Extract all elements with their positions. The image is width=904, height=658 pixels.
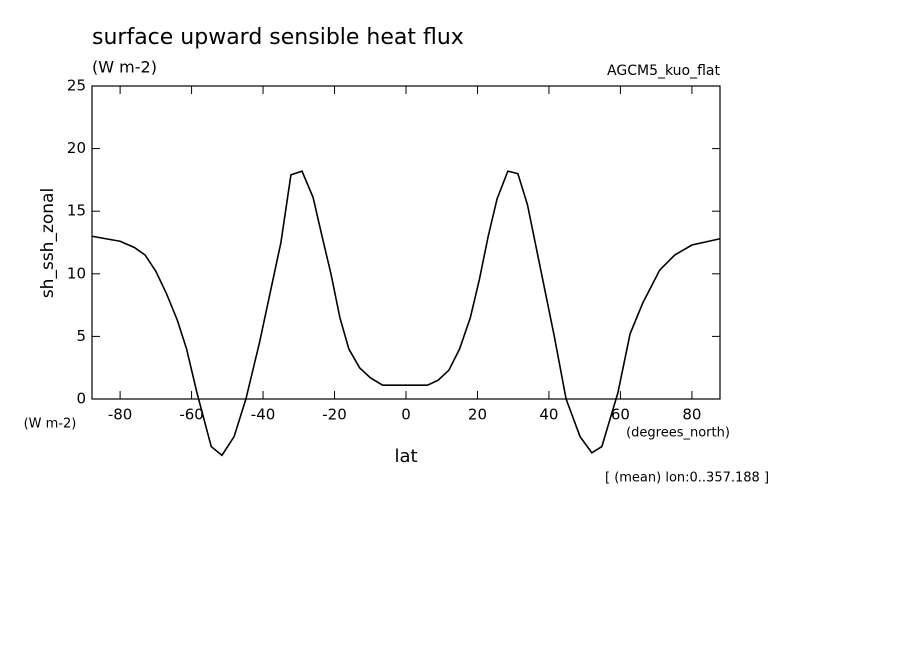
x-tick-label: -40 (251, 406, 276, 424)
x-axis-label: lat (394, 446, 417, 467)
y-tick-label: 5 (76, 327, 86, 345)
x-tick-label: 60 (611, 406, 630, 424)
x-tick-label: 20 (468, 406, 487, 424)
chart-subtitle: (W m-2) (92, 58, 157, 77)
y-tick-label: 25 (67, 77, 86, 95)
y-axis-label: sh_ssh_zonal (38, 188, 58, 298)
y-tick-label: 20 (67, 139, 86, 157)
data-line (91, 170, 721, 457)
source-label: AGCM5_kuo_flat (607, 63, 720, 79)
x-tick-label: -60 (179, 406, 204, 424)
x-tick-label: -20 (322, 406, 347, 424)
note: [ (mean) lon:0..357.188 ] (605, 471, 769, 486)
y-tick-label: 15 (67, 202, 86, 220)
x-tick-label: 40 (539, 406, 558, 424)
y-tick-label: 0 (76, 390, 86, 408)
x-units: (degrees_north) (626, 426, 730, 441)
x-tick-label: -80 (108, 406, 133, 424)
y-tick-label: 10 (67, 264, 86, 282)
x-tick-label: 80 (682, 406, 701, 424)
chart-title: surface upward sensible heat flux (92, 25, 464, 50)
x-tick-label: 0 (401, 406, 411, 424)
y-units: (W m-2) (24, 417, 77, 432)
